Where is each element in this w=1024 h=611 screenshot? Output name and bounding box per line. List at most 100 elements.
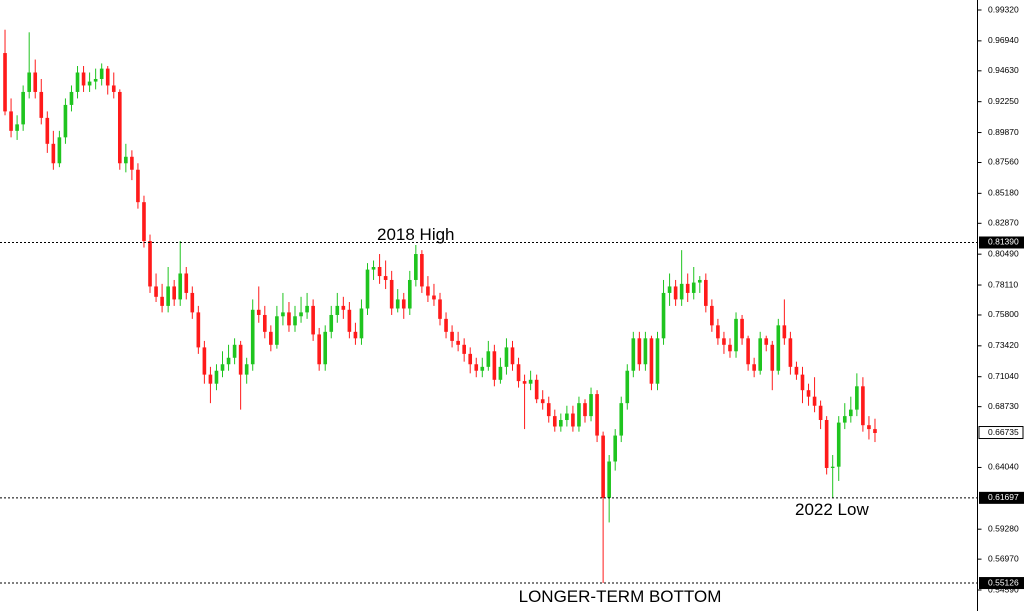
- candle-body: [281, 312, 285, 317]
- candle-body: [124, 156, 128, 164]
- y-tick-label: 0.64040: [988, 462, 1019, 472]
- candle-body: [462, 344, 466, 354]
- candle-body: [111, 85, 116, 92]
- current-price-box: [978, 426, 1024, 440]
- candle-body: [812, 396, 817, 406]
- candle-body: [232, 344, 237, 358]
- level-label: 0.81390: [988, 237, 1019, 247]
- candle-body: [800, 374, 805, 391]
- level-label-box: [979, 236, 1024, 249]
- candle-body: [667, 286, 672, 293]
- y-tick-label: 0.82870: [988, 218, 1019, 228]
- candle-body: [794, 366, 799, 375]
- candle-body: [782, 325, 787, 339]
- candle-body: [262, 314, 267, 332]
- candle-body: [389, 279, 394, 309]
- candle-body: [63, 104, 68, 138]
- candle-body: [401, 299, 406, 309]
- candle-body: [335, 305, 340, 315]
- candle-body: [758, 338, 763, 371]
- candle-body: [601, 435, 605, 498]
- candle-body: [9, 111, 13, 131]
- candle-body: [420, 254, 424, 287]
- candle-body: [867, 425, 871, 430]
- candle-body: [438, 299, 442, 319]
- candle-body: [764, 338, 769, 345]
- candle-body: [710, 305, 714, 326]
- candle-body: [480, 366, 485, 371]
- candle-body: [220, 364, 225, 371]
- candle-body: [528, 379, 533, 384]
- candle-body: [691, 282, 696, 293]
- candle-body: [468, 353, 473, 365]
- y-tick-label: 0.96940: [988, 35, 1019, 45]
- candle-body: [450, 331, 454, 341]
- candle-body: [99, 68, 104, 79]
- candle-body: [631, 338, 636, 371]
- candle-body: [359, 308, 364, 339]
- candle-body: [160, 296, 164, 306]
- candle-body: [377, 266, 382, 277]
- candle-body: [317, 334, 321, 365]
- candle-body: [855, 386, 859, 410]
- candle-body: [734, 318, 738, 352]
- candle-body: [15, 124, 19, 131]
- candle-body: [607, 461, 611, 498]
- candle-body: [178, 273, 183, 300]
- candle-body: [861, 386, 865, 426]
- candle-body: [93, 78, 98, 82]
- candle-body: [117, 91, 122, 164]
- y-tick-label: 0.54590: [988, 584, 1019, 594]
- annotation: 2018 High: [377, 225, 455, 244]
- y-tick-label: 0.71040: [988, 371, 1019, 381]
- candle-body: [81, 72, 86, 86]
- y-tick-label: 0.75800: [988, 309, 1019, 319]
- candle-body: [33, 72, 38, 92]
- candle-body: [704, 279, 708, 306]
- candle-body: [613, 435, 618, 462]
- level-label: 0.55126: [988, 577, 1019, 587]
- y-tick-label: 0.68730: [988, 401, 1019, 411]
- candle-body: [287, 312, 291, 326]
- candle-body: [105, 68, 110, 86]
- candle-body: [148, 241, 152, 287]
- y-tick-label: 0.78110: [988, 279, 1018, 289]
- candle-body: [269, 331, 273, 345]
- candle-body: [275, 316, 279, 345]
- candle-body: [142, 202, 146, 242]
- candle-body: [836, 422, 841, 467]
- candle-body: [166, 286, 170, 306]
- y-tick-label: 0.56970: [988, 553, 1019, 563]
- candle-body: [444, 318, 448, 332]
- candle-body: [510, 347, 515, 365]
- candle-body: [697, 279, 702, 283]
- candle-body: [57, 137, 62, 164]
- candle-body: [226, 357, 231, 365]
- candle-body: [540, 399, 545, 404]
- candle-body: [196, 312, 201, 348]
- candle-body: [456, 340, 460, 345]
- candle-body: [649, 338, 654, 384]
- candle-body: [383, 276, 388, 280]
- candle-body: [371, 266, 376, 270]
- candle-body: [214, 370, 219, 384]
- candle-body: [414, 254, 418, 280]
- candle-body: [474, 364, 479, 371]
- candle-body: [172, 286, 176, 300]
- candle-body: [546, 403, 551, 417]
- candle-body: [679, 283, 684, 300]
- candle-body: [552, 416, 557, 427]
- candle-body: [824, 420, 829, 468]
- y-tick-label: 0.89870: [988, 127, 1019, 137]
- candle-body: [830, 466, 835, 468]
- y-tick-label: 0.85180: [988, 188, 1019, 198]
- candle-body: [673, 286, 678, 300]
- y-tick-label: 0.73420: [988, 340, 1019, 350]
- candle-body: [21, 91, 25, 125]
- candle-body: [661, 292, 666, 339]
- candle-body: [299, 312, 303, 317]
- candle-body: [776, 325, 781, 371]
- candle-body: [75, 72, 80, 92]
- y-tick-label: 0.94630: [988, 65, 1019, 75]
